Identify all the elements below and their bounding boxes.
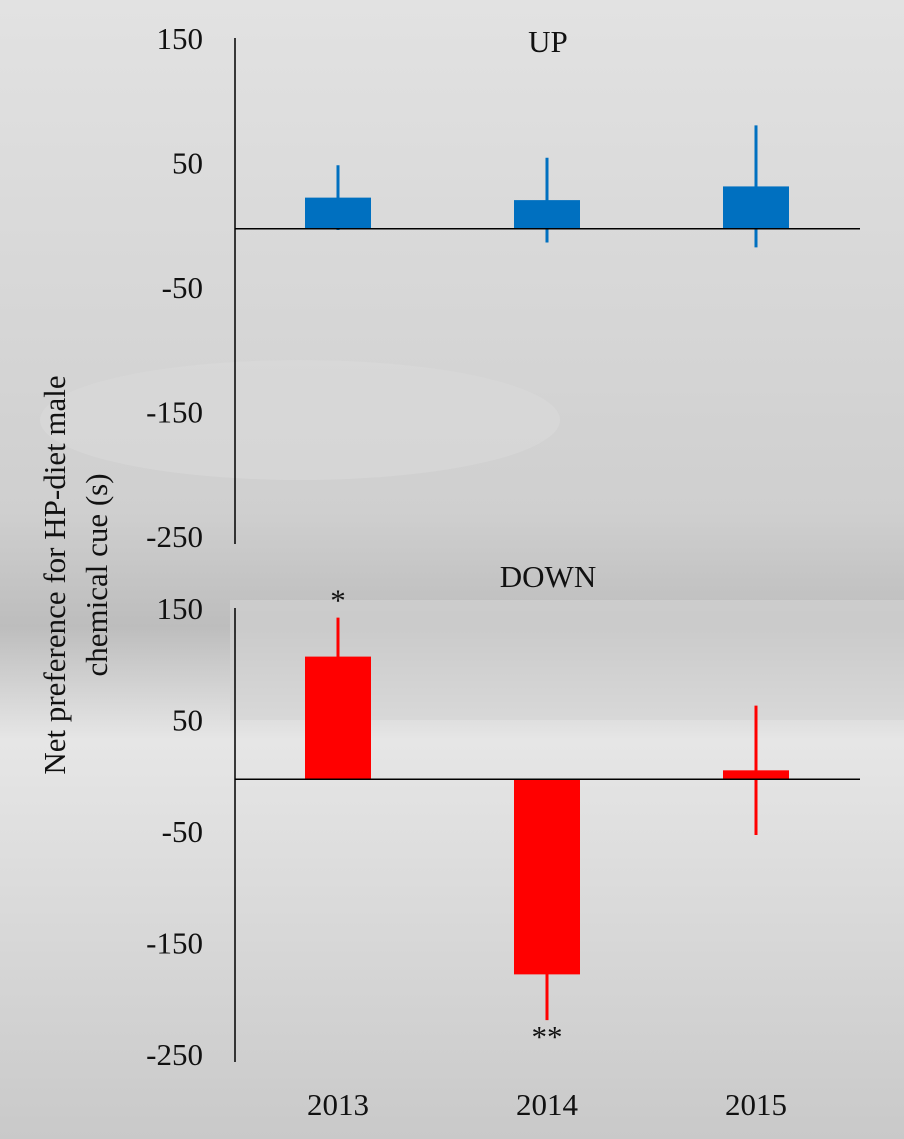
x-tick-label: 2015 bbox=[725, 1087, 787, 1122]
background-stream bbox=[40, 360, 560, 480]
y-tick-label: 50 bbox=[172, 703, 203, 738]
panel-title: UP bbox=[528, 24, 568, 59]
y-axis-label-line: Net preference for HP-diet male bbox=[37, 375, 72, 774]
significance-label: * bbox=[330, 583, 346, 618]
x-tick-label: 2013 bbox=[307, 1087, 369, 1122]
y-axis-label-line: chemical cue (s) bbox=[79, 473, 114, 676]
y-tick-label: 150 bbox=[157, 591, 204, 626]
significance-label: ** bbox=[532, 1019, 563, 1054]
y-tick-label: -250 bbox=[146, 1037, 203, 1072]
x-tick-label: 2014 bbox=[516, 1087, 579, 1122]
y-tick-label: -50 bbox=[162, 814, 203, 849]
y-tick-label: 150 bbox=[157, 21, 204, 56]
y-tick-label: -50 bbox=[162, 270, 203, 305]
panel-title: DOWN bbox=[500, 559, 596, 594]
background-photo bbox=[0, 0, 904, 1139]
y-tick-label: 50 bbox=[172, 146, 203, 181]
chart: Net preference for HP-diet male chemical… bbox=[0, 0, 904, 1139]
y-tick-label: -150 bbox=[146, 926, 203, 961]
y-tick-label: -150 bbox=[146, 395, 203, 430]
y-tick-label: -250 bbox=[146, 519, 203, 554]
